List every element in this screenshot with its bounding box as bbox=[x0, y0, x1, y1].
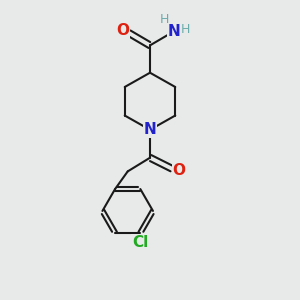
Text: N: N bbox=[144, 122, 156, 137]
Text: O: O bbox=[116, 23, 129, 38]
Text: H: H bbox=[181, 23, 190, 36]
Text: O: O bbox=[172, 163, 186, 178]
Text: H: H bbox=[160, 13, 170, 26]
Text: N: N bbox=[167, 24, 180, 39]
Text: Cl: Cl bbox=[132, 235, 148, 250]
